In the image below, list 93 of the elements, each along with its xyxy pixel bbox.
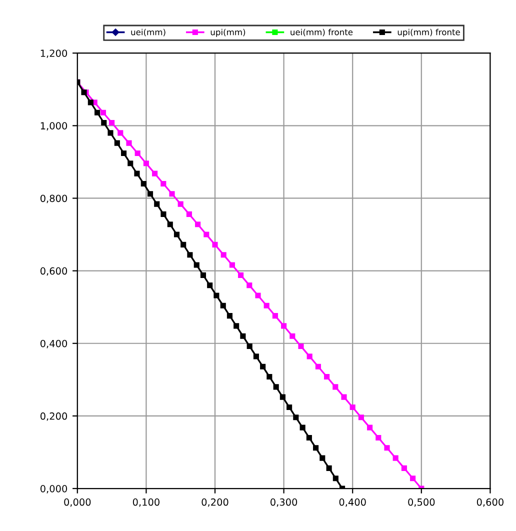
point xyxy=(169,191,175,197)
point xyxy=(212,242,218,248)
point xyxy=(392,455,398,461)
point xyxy=(266,374,272,380)
point xyxy=(220,252,226,258)
point xyxy=(410,476,416,482)
x-tick-label: 0,100 xyxy=(132,498,160,507)
point xyxy=(300,424,306,430)
point xyxy=(290,333,296,339)
point xyxy=(253,354,259,360)
point xyxy=(226,313,232,319)
point xyxy=(180,242,186,248)
point xyxy=(154,201,160,207)
point xyxy=(376,434,382,440)
point xyxy=(140,180,146,187)
point xyxy=(174,232,180,238)
y-tick-label: 0,600 xyxy=(40,267,68,276)
x-tick-label: 0,400 xyxy=(339,498,366,507)
point xyxy=(109,120,115,126)
point xyxy=(134,170,140,176)
point xyxy=(332,476,338,482)
x-tick-label: 0,200 xyxy=(202,498,228,507)
point xyxy=(195,222,201,228)
point xyxy=(108,130,114,136)
point xyxy=(220,302,226,308)
point xyxy=(293,414,299,420)
point xyxy=(101,120,107,126)
point xyxy=(324,374,330,380)
point xyxy=(306,354,312,360)
legend-label: upi(mm) fronte xyxy=(398,28,460,37)
point xyxy=(120,150,127,156)
point xyxy=(286,404,292,410)
point xyxy=(238,272,244,278)
x-tick-label: 0,000 xyxy=(64,498,91,507)
point xyxy=(187,252,193,258)
point xyxy=(100,110,106,116)
point xyxy=(273,384,279,390)
point xyxy=(255,292,261,298)
point xyxy=(332,384,338,390)
legend-label: upi(mm) xyxy=(210,28,246,37)
point xyxy=(320,455,326,461)
point xyxy=(246,282,252,288)
point xyxy=(167,222,173,228)
point xyxy=(246,344,252,350)
point xyxy=(118,130,124,136)
point xyxy=(194,262,200,268)
point xyxy=(200,272,206,278)
point xyxy=(298,344,304,350)
point xyxy=(341,394,347,400)
point xyxy=(143,160,149,166)
point xyxy=(214,292,220,298)
y-tick-label: 0,800 xyxy=(40,194,68,204)
y-tick-label: 0,000 xyxy=(40,485,68,494)
point xyxy=(350,404,356,410)
point xyxy=(152,170,158,176)
point xyxy=(272,313,278,319)
point xyxy=(264,302,270,308)
point xyxy=(94,110,100,116)
point xyxy=(204,232,210,238)
x-tick-label: 0,300 xyxy=(270,498,298,507)
point xyxy=(134,150,140,156)
point xyxy=(178,201,184,207)
point xyxy=(326,465,332,471)
point xyxy=(147,191,154,197)
y-tick-label: 0,200 xyxy=(40,412,68,421)
point xyxy=(280,394,286,400)
point xyxy=(114,140,120,146)
point xyxy=(240,333,246,339)
x-tick-label: 0,500 xyxy=(408,498,435,507)
point xyxy=(401,465,407,471)
legend-label: uei(mm) xyxy=(131,28,166,36)
point xyxy=(281,323,287,329)
point xyxy=(229,262,235,268)
y-tick-label: 0,400 xyxy=(40,340,68,348)
point xyxy=(313,445,319,451)
point xyxy=(234,323,240,329)
point xyxy=(160,211,166,217)
y-tick-label: 1,000 xyxy=(40,122,68,130)
x-tick-label: 0,600 xyxy=(476,498,504,507)
y-tick-label: 1,200 xyxy=(40,50,68,58)
point xyxy=(207,282,213,288)
point xyxy=(126,140,132,146)
point xyxy=(128,160,134,166)
point xyxy=(160,180,166,187)
point xyxy=(260,364,266,370)
point xyxy=(358,414,364,420)
point xyxy=(88,100,94,106)
point xyxy=(384,445,390,451)
point xyxy=(315,364,321,370)
legend-label: uei(mm) fronte xyxy=(290,28,353,36)
point xyxy=(306,434,312,440)
point xyxy=(186,211,192,217)
point xyxy=(367,424,373,430)
